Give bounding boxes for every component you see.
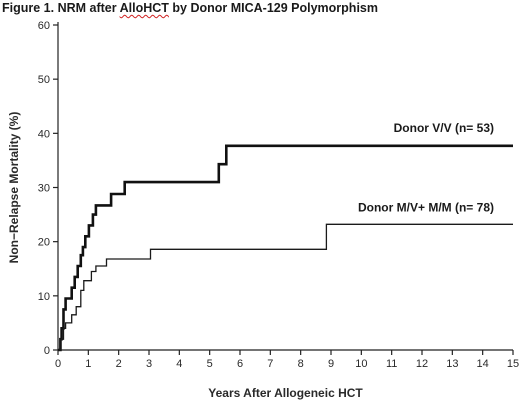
x-tick-label: 2 [116,358,122,370]
x-tick-label: 15 [507,358,519,370]
x-tick-label: 11 [386,358,397,370]
x-tick-label: 0 [55,358,61,370]
figure-title-prefix: Figure 1. NRM after [2,1,120,15]
figure-title: Figure 1. NRM after AlloHCT by Donor MIC… [2,1,378,15]
figure-title-flagged-word: AlloHCT [119,1,169,15]
figure-title-suffix: by Donor MICA-129 Polymorphism [168,1,378,15]
y-tick-label: 60 [38,20,50,32]
series-layer [58,144,513,352]
x-tick-label: 10 [355,358,367,370]
x-tick-label: 8 [298,358,304,370]
x-tick-label: 7 [267,358,273,370]
y-tick-label: 40 [38,128,50,140]
x-tick-label: 4 [176,358,182,370]
series-line-donor-vv [58,144,513,352]
y-tick-label: 30 [38,183,50,195]
y-tick-label: 0 [44,345,50,357]
series-label-donor-mv-mm: Donor M/V+ M/M (n= 78) [358,200,494,214]
x-tick-label: 14 [477,358,489,370]
x-tick-label: 5 [207,358,213,370]
x-tick-label: 12 [416,358,428,370]
x-tick-label: 1 [85,358,91,370]
y-axis-label: Non−Relapse Mortality (%) [7,112,21,264]
x-tick-label: 9 [328,358,334,370]
x-tick-label: 13 [446,358,458,370]
series-line-donor-mv-mm [58,223,513,351]
x-axis-label: Years After Allogeneic HCT [208,386,363,400]
series-label-donor-vv: Donor V/V (n= 53) [394,121,494,135]
y-tick-label: 10 [38,291,50,303]
y-axis-ticks: 0 10 20 30 40 50 60 [38,20,58,357]
y-tick-label: 50 [38,74,50,86]
y-tick-label: 20 [38,237,50,249]
x-axis-ticks: 0 1 2 3 4 5 6 7 8 9 10 11 12 13 14 15 [55,350,519,370]
x-tick-label: 6 [237,358,243,370]
x-tick-label: 3 [146,358,152,370]
